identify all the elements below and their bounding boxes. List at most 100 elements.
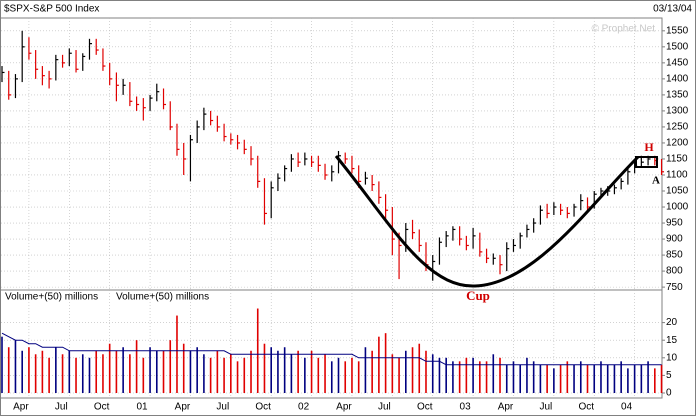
volume-bar	[573, 364, 575, 393]
volume-bar	[182, 343, 185, 393]
volume-bar	[613, 364, 616, 393]
volume-bar	[55, 347, 57, 393]
y-tick-label: 20	[666, 317, 678, 328]
volume-bar	[445, 357, 447, 393]
volume-bar	[492, 354, 495, 393]
volume-bar	[290, 354, 293, 393]
volume-bar	[28, 347, 30, 393]
volume-bar	[81, 354, 84, 393]
y-tick-label: 5	[666, 370, 672, 381]
x-tick-label: Apr	[13, 402, 29, 413]
handle-box	[635, 156, 658, 168]
volume-bar	[149, 347, 151, 393]
volume-bar	[135, 340, 138, 393]
volume-bar	[324, 354, 326, 393]
volume-bar	[438, 357, 441, 393]
x-tick-label: Apr	[175, 402, 191, 413]
volume-bar	[223, 357, 225, 393]
y-tick-label: 1350	[666, 90, 689, 101]
volume-bar	[505, 364, 508, 393]
volume-bar	[479, 361, 481, 393]
volume-bar	[283, 347, 286, 393]
y-tick-label: 900	[666, 234, 683, 245]
volume-bar	[48, 357, 50, 393]
volume-average	[1, 332, 662, 366]
volume-bar	[230, 354, 232, 393]
volume-bar	[189, 350, 192, 393]
volume-bar	[243, 357, 246, 393]
x-tick-label: Oct	[94, 402, 110, 413]
y-tick-label: 1400	[666, 74, 689, 85]
volume-bar	[593, 364, 596, 393]
volume-bar	[405, 350, 407, 393]
volume-bar	[68, 350, 71, 393]
x-tick-label: Apr	[498, 402, 514, 413]
y-tick-label: 1050	[666, 186, 689, 197]
volume-bar	[344, 361, 347, 393]
volume-bar	[458, 361, 461, 393]
volume-bar	[216, 350, 219, 393]
volume-bar	[108, 343, 111, 393]
x-tick-label: Apr	[336, 402, 352, 413]
volume-bar	[277, 350, 279, 393]
cup-curve	[334, 155, 640, 288]
volume-bar	[499, 357, 501, 393]
volume-bar	[297, 350, 299, 393]
y-tick-label: 0	[666, 388, 672, 399]
cup-label: Cup	[466, 288, 490, 303]
volume-bar	[102, 354, 104, 393]
y-tick-label: 750	[666, 282, 683, 293]
volume-bar	[633, 364, 636, 393]
volume-bar	[539, 364, 542, 393]
y-tick-label: 1500	[666, 41, 689, 52]
volume-bar	[1, 336, 3, 393]
x-tick-label: Oct	[255, 402, 271, 413]
volume-bar	[75, 357, 77, 393]
volume-bar	[337, 357, 340, 393]
y-tick-label: 15	[666, 335, 678, 346]
volume-bar	[41, 350, 44, 393]
volume-label: Volume+(50) millions	[5, 292, 98, 303]
volume-bar	[122, 347, 124, 393]
volume-bar	[512, 361, 515, 393]
volume-bar	[371, 350, 373, 393]
volume-bar	[317, 357, 320, 393]
y-tick-label: 1550	[666, 25, 689, 36]
y-tick-label: 1450	[666, 57, 689, 68]
volume-bar	[465, 357, 468, 393]
volume-bar	[263, 343, 266, 393]
y-tick-label: 1250	[666, 122, 689, 133]
volume-bar	[196, 347, 198, 393]
volume-bar	[203, 354, 205, 393]
volume-bar	[425, 350, 427, 393]
volume-bar	[384, 333, 387, 393]
volume-bar	[546, 364, 548, 393]
volume-bar	[115, 350, 118, 393]
volume-bar	[310, 350, 313, 393]
volume-bar	[647, 361, 649, 393]
volume-bar	[620, 361, 622, 393]
x-tick-label: Oct	[417, 402, 433, 413]
volume-bar	[526, 357, 528, 393]
chart-title: $SPX-S&P 500 Index	[4, 4, 99, 15]
chart-date: 03/13/04	[653, 4, 692, 15]
volume-bar	[256, 308, 259, 393]
x-tick-label: Jul	[378, 402, 391, 413]
volume-bar	[176, 315, 178, 393]
volume-bar	[553, 368, 555, 393]
volume-bar	[7, 347, 10, 393]
volume-bar	[452, 361, 454, 393]
volume-bar	[95, 350, 98, 393]
volume-bar	[411, 347, 414, 393]
y-tick-label: 950	[666, 218, 683, 229]
volume-bar	[21, 350, 23, 393]
volume-bar	[566, 361, 569, 393]
volume-bar	[155, 350, 158, 393]
volume-bar	[660, 364, 663, 393]
volume-bar	[391, 354, 394, 393]
volume-bar	[304, 357, 306, 393]
volume-bar	[129, 354, 131, 393]
volume-bar	[559, 364, 562, 393]
